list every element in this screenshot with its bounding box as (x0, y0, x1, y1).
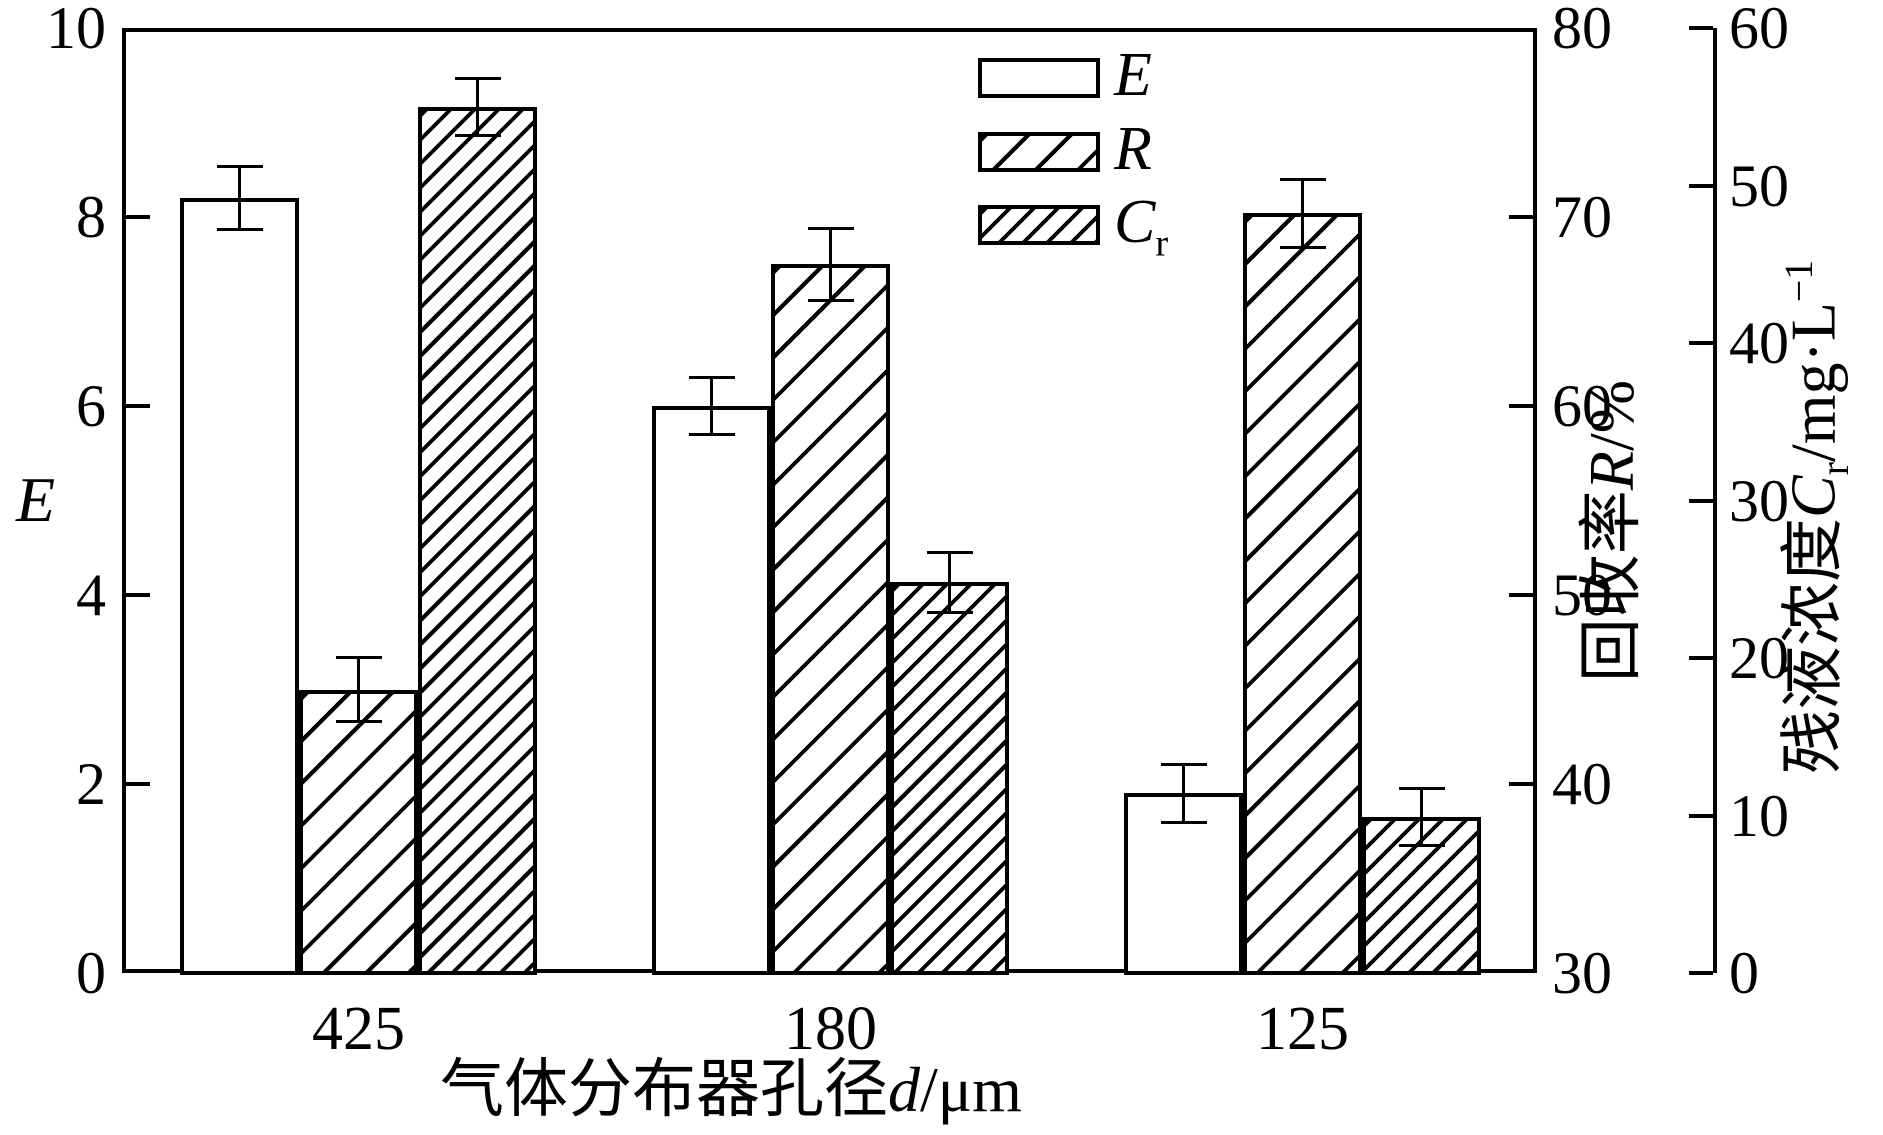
legend-label-r: R (1114, 115, 1152, 183)
far-right-axis-tick-label-50: 50 (1729, 152, 1789, 219)
x-axis-title-symbol: d (888, 1054, 920, 1125)
left-axis-tick-label-6: 6 (76, 373, 106, 439)
x-axis-title-prefix: 气体分布器孔径 (440, 1054, 888, 1125)
error-cap-bottom-r-125 (1279, 245, 1326, 249)
right-axis-title-prefix: 回收率 (1576, 490, 1647, 683)
legend-swatch-e (978, 58, 1100, 98)
error-bar-e-180 (710, 377, 713, 435)
error-cap-top-e-425 (216, 165, 263, 169)
x-tick-label-125: 125 (1256, 995, 1349, 1063)
error-cap-bottom-cr-425 (454, 133, 501, 137)
left-axis-tick-label-4: 4 (76, 562, 106, 628)
error-cap-top-r-180 (807, 226, 854, 230)
far-right-axis-tick-label-60: 60 (1729, 0, 1789, 61)
bar-cr-180 (890, 582, 1009, 975)
legend-item-e: E (978, 44, 1298, 106)
right-axis-tick-label-40: 40 (1552, 751, 1612, 817)
bar-r-180 (771, 264, 890, 975)
error-cap-bottom-cr-125 (1398, 843, 1445, 847)
bar-r-425 (299, 689, 418, 975)
error-cap-bottom-cr-180 (926, 610, 973, 614)
error-cap-bottom-r-180 (807, 298, 854, 302)
far-right-axis-title-superscript: −1 (1777, 259, 1822, 303)
far-right-axis-tick-label-30: 30 (1729, 467, 1789, 534)
far-right-axis-title-prefix: 残液浓度 (1777, 517, 1849, 774)
error-cap-top-r-125 (1279, 177, 1326, 181)
right-axis-title-symbol: R (1576, 451, 1647, 491)
x-tick-label-180: 180 (784, 995, 877, 1063)
right-axis-tick-40 (1509, 782, 1533, 786)
error-bar-r-125 (1301, 179, 1304, 248)
left-axis-tick-label-8: 8 (76, 184, 106, 250)
legend-swatch-r (978, 132, 1100, 172)
left-axis-tick-label-2: 2 (76, 751, 106, 817)
error-cap-bottom-e-125 (1160, 821, 1207, 825)
bar-e-125 (1124, 793, 1243, 975)
left-axis-tick-2 (126, 782, 150, 786)
right-axis-tick-60 (1509, 404, 1533, 408)
far-right-axis-tick-50 (1689, 183, 1713, 188)
far-right-axis-tick-20 (1689, 656, 1713, 660)
error-bar-cr-180 (948, 552, 951, 613)
error-bar-e-425 (238, 166, 241, 230)
error-cap-top-e-125 (1160, 762, 1207, 766)
right-axis-tick-50 (1509, 593, 1533, 597)
right-axis-title: 回收率R/% (1576, 331, 1647, 731)
right-axis-tick-label-80: 80 (1552, 0, 1612, 61)
right-axis-title-suffix: /% (1576, 379, 1647, 451)
far-right-axis-tick-0 (1689, 971, 1713, 975)
bar-cr-425 (418, 106, 537, 975)
far-right-axis-title-symbol: C (1777, 475, 1849, 518)
right-axis-tick-70 (1509, 215, 1533, 219)
right-axis-tick-label-50: 50 (1552, 562, 1612, 628)
far-right-axis-tick-40 (1689, 341, 1713, 345)
error-cap-bottom-e-180 (688, 432, 735, 436)
far-right-axis-tick-label-10: 10 (1729, 782, 1789, 849)
x-tick-label-425: 425 (312, 995, 405, 1063)
error-bar-r-180 (829, 228, 832, 301)
legend-label-cr: Cr (1114, 188, 1169, 265)
x-axis-title: 气体分布器孔径d/μm (440, 1058, 1022, 1122)
right-axis-tick-label-70: 70 (1552, 184, 1612, 250)
legend-item-cr: Cr (978, 191, 1298, 263)
left-axis-tick-label-0: 0 (76, 940, 106, 1006)
error-cap-top-cr-125 (1398, 787, 1445, 791)
legend-swatch-cr (978, 205, 1100, 245)
far-right-axis-title-subscript: r (1813, 462, 1858, 476)
far-right-axis-tick-label-0: 0 (1729, 940, 1759, 1006)
legend-label-e: E (1114, 41, 1152, 109)
left-axis-tick-8 (126, 215, 150, 219)
bar-e-180 (652, 406, 771, 975)
error-cap-bottom-e-425 (216, 227, 263, 231)
far-right-axis-tick-30 (1689, 498, 1713, 503)
error-bar-cr-425 (476, 78, 479, 136)
error-bar-cr-125 (1420, 788, 1423, 846)
far-right-axis-tick-10 (1689, 813, 1713, 818)
bar-e-425 (180, 198, 299, 975)
error-bar-e-125 (1182, 764, 1185, 823)
left-axis-tick-label-10: 10 (46, 0, 106, 61)
error-bar-r-425 (357, 657, 360, 722)
left-axis-title: E (16, 464, 56, 535)
far-right-axis-tick-label-40: 40 (1729, 310, 1789, 376)
error-cap-top-e-180 (688, 376, 735, 380)
bar-r-125 (1243, 213, 1362, 975)
left-axis-tick-4 (126, 593, 150, 597)
error-cap-bottom-r-425 (335, 720, 382, 724)
right-axis-tick-label-30: 30 (1552, 940, 1612, 1006)
left-axis-tick-6 (126, 404, 150, 408)
right-axis-tick-label-60: 60 (1552, 373, 1612, 439)
far-right-axis-tick-label-20: 20 (1729, 625, 1789, 691)
error-cap-top-cr-180 (926, 550, 973, 554)
x-axis-title-units: /μm (920, 1054, 1022, 1125)
far-right-axis-tick-60 (1689, 26, 1713, 30)
far-right-axis-line (1713, 28, 1717, 973)
far-right-axis-title: 残液浓度Cr/mg·L−1 (1777, 187, 1858, 847)
far-right-axis-title-units: /mg·L (1777, 302, 1849, 463)
error-cap-top-r-425 (335, 655, 382, 659)
legend-item-r: R (978, 118, 1298, 180)
error-cap-top-cr-425 (454, 76, 501, 80)
